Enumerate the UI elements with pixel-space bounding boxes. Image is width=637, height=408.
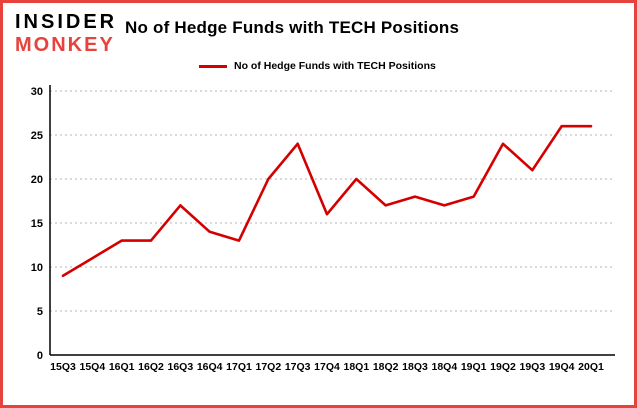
logo-insider-text: INSIDER — [15, 11, 118, 33]
x-tick-label: 17Q1 — [226, 361, 252, 373]
x-tick-label: 18Q3 — [402, 361, 428, 373]
x-tick-label: 17Q4 — [314, 361, 340, 373]
y-tick-label: 30 — [31, 86, 43, 98]
x-tick-label: 16Q2 — [138, 361, 164, 373]
y-tick-label: 0 — [37, 350, 43, 362]
y-tick-label: 20 — [31, 174, 43, 186]
x-tick-label: 17Q2 — [255, 361, 281, 373]
logo-monkey-text: MONKEY — [15, 34, 115, 56]
x-tick-label: 19Q3 — [519, 361, 545, 373]
x-tick-label: 19Q4 — [549, 361, 575, 373]
chart-legend: No of Hedge Funds with TECH Positions — [199, 60, 436, 72]
x-tick-label: 15Q4 — [79, 361, 105, 373]
y-tick-label: 25 — [31, 130, 43, 142]
x-tick-label: 15Q3 — [50, 361, 76, 373]
x-tick-label: 18Q4 — [431, 361, 457, 373]
x-tick-label: 19Q2 — [490, 361, 516, 373]
x-tick-label: 20Q1 — [578, 361, 604, 373]
legend-line-swatch — [199, 64, 227, 68]
hedge-funds-line-chart: 0 5 10 15 20 25 30 15Q3 15Q4 16Q1 16Q2 16Q3 16Q4 17Q1… — [31, 85, 615, 373]
y-tick-label: 10 — [31, 262, 43, 274]
x-tick-label: 17Q3 — [285, 361, 311, 373]
x-tick-label: 18Q2 — [373, 361, 399, 373]
series-line — [61, 124, 593, 278]
chart-title: No of Hedge Funds with TECH Positions — [125, 18, 460, 37]
x-tick-label: 16Q3 — [167, 361, 193, 373]
x-tick-label: 16Q4 — [197, 361, 223, 373]
x-tick-label: 16Q1 — [109, 361, 135, 373]
y-tick-label: 5 — [37, 306, 43, 318]
x-tick-label: 18Q1 — [343, 361, 369, 373]
insider-monkey-logo: INSIDER MONKEY — [15, 12, 117, 55]
y-tick-label: 15 — [31, 218, 43, 230]
x-tick-label: 19Q1 — [461, 361, 487, 373]
legend-label: No of Hedge Funds with TECH Positions — [234, 60, 436, 72]
